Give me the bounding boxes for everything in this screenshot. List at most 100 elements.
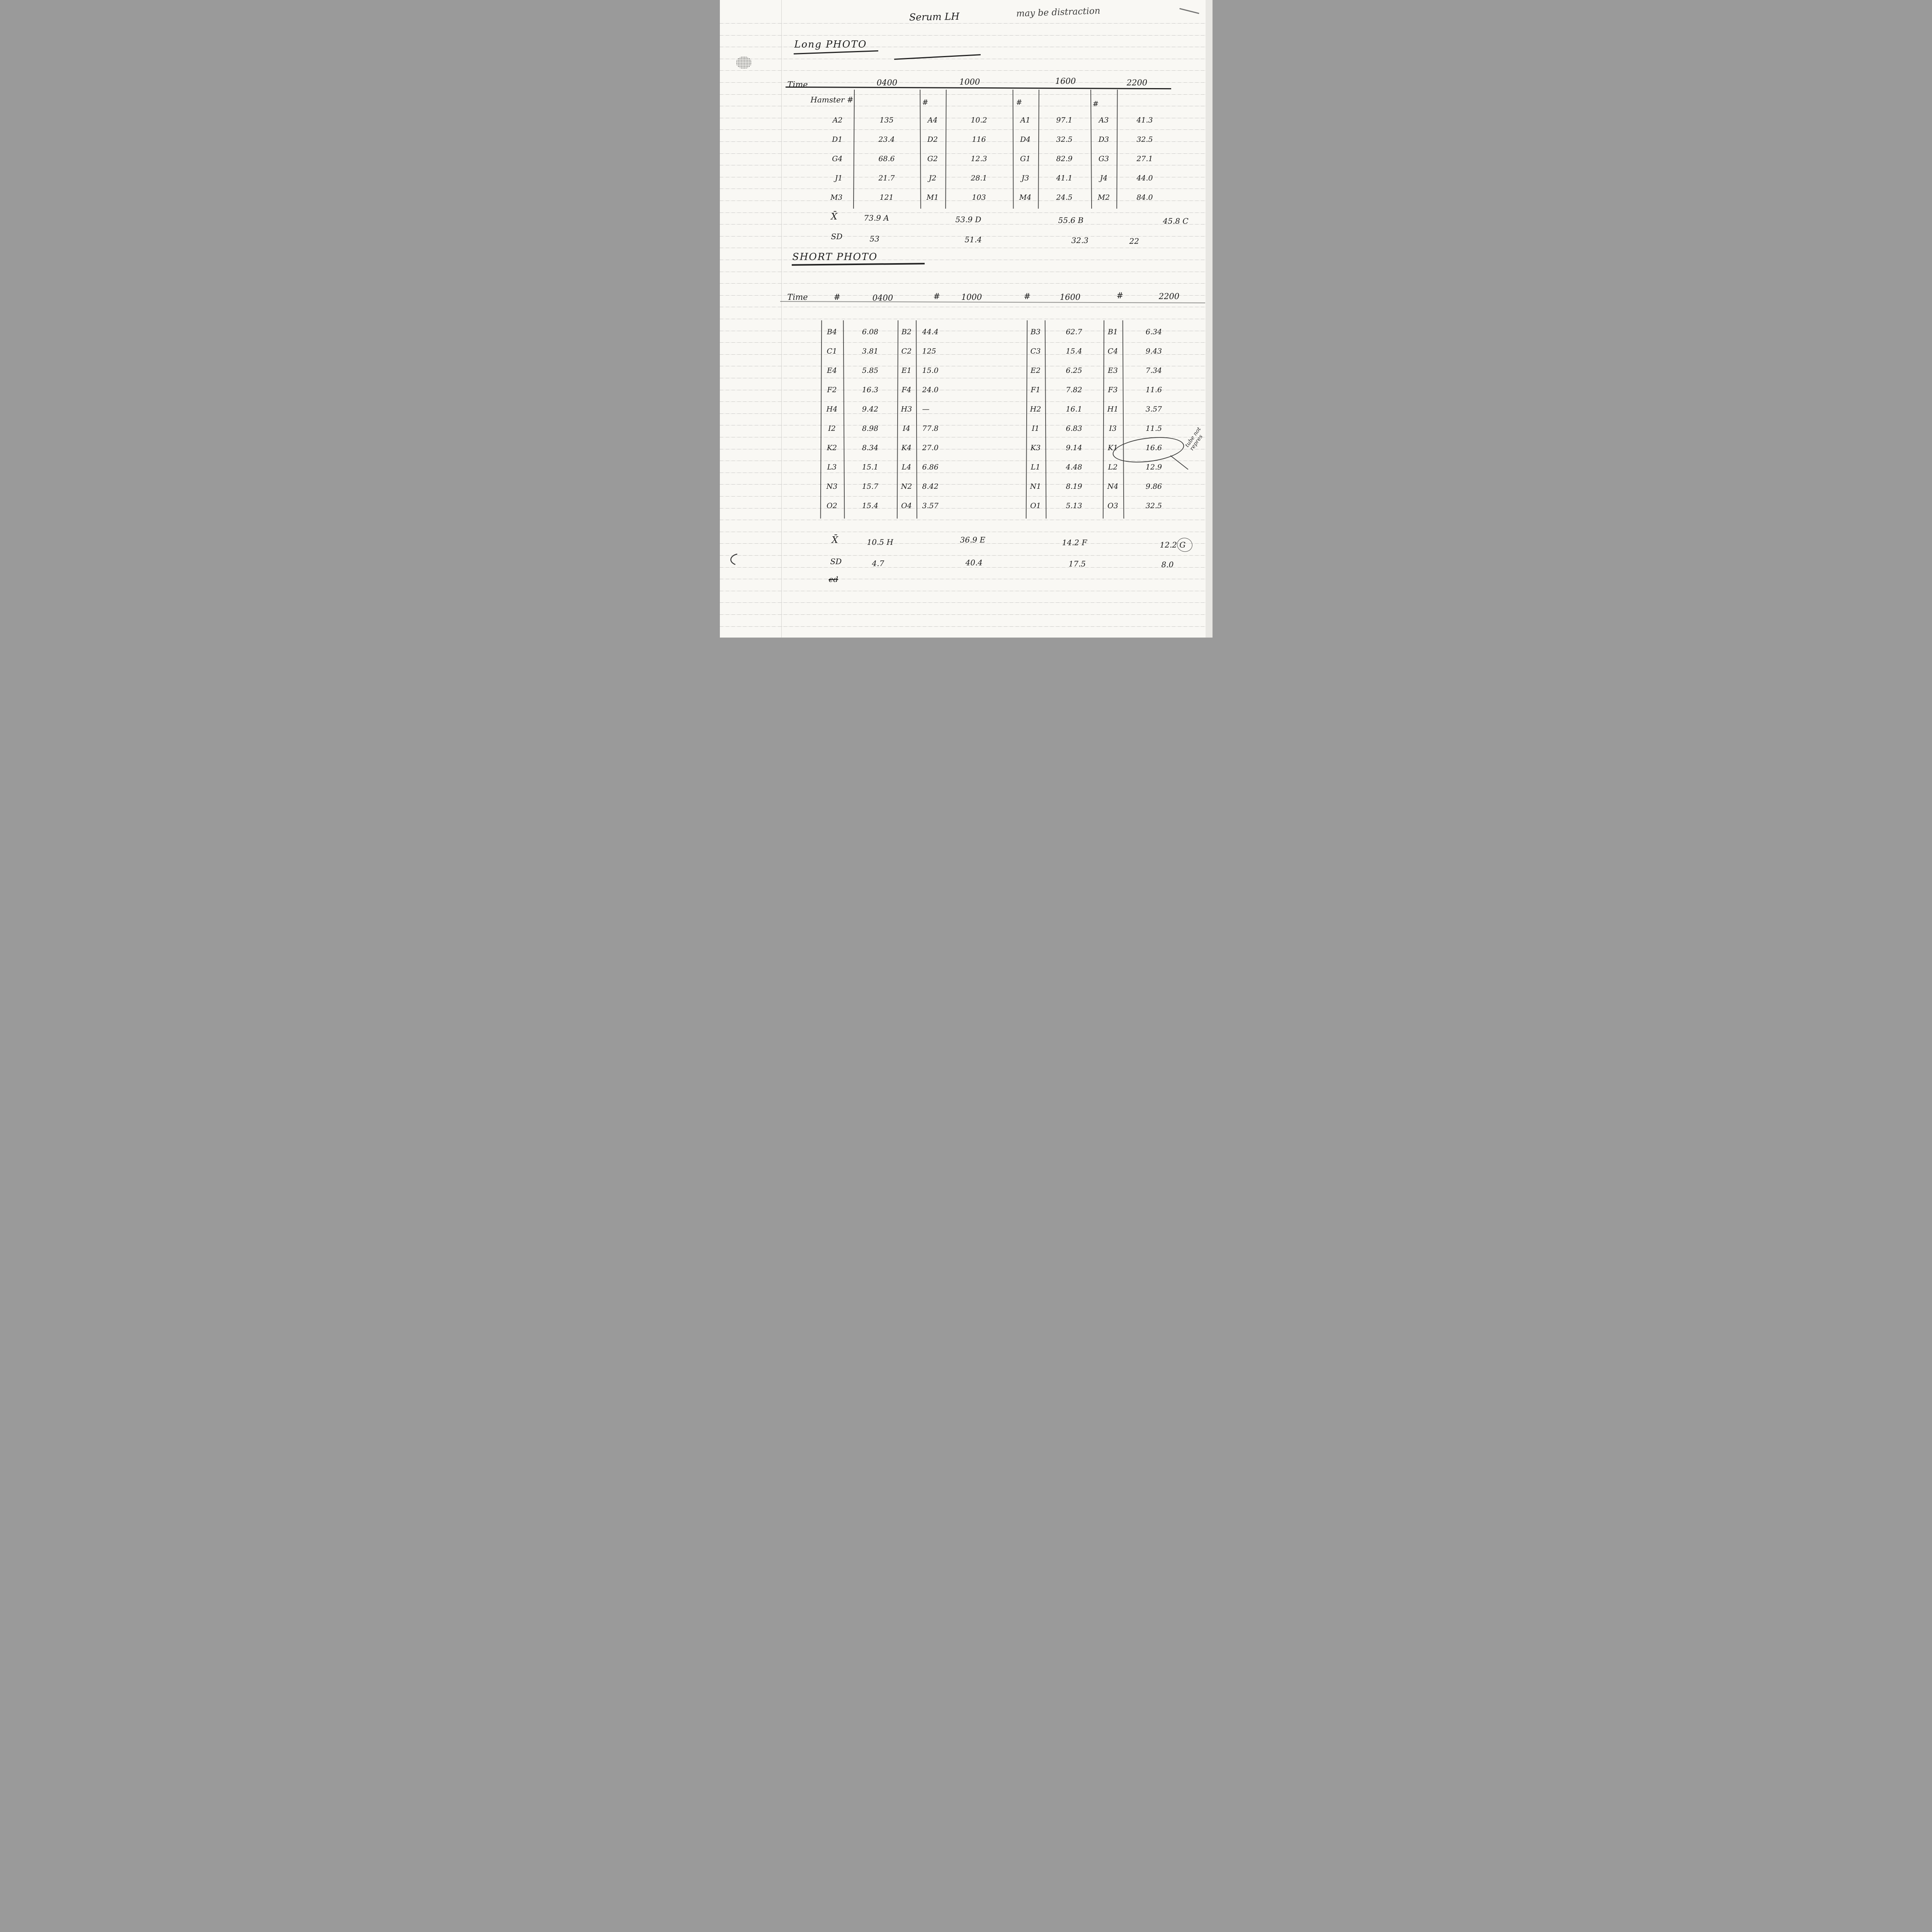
table-row: I2 8.98 I4 77.8 I1 6.83 I3 11.5 [821, 419, 1185, 438]
short-time-label: Time [787, 293, 808, 302]
time-column-header: 1000 [961, 293, 982, 302]
sd-label: SD [830, 557, 842, 566]
animal-id: A4 [927, 116, 938, 124]
animal-id: H3 [901, 405, 912, 413]
value-cell: 84.0 [1136, 193, 1153, 202]
animal-id: L1 [1031, 463, 1041, 471]
circled-group-letter-mark [1175, 536, 1194, 553]
value-cell: 24.0 [922, 386, 939, 394]
animal-id: F2 [827, 386, 837, 394]
animal-id: O1 [1030, 502, 1041, 510]
animal-id: A3 [1099, 116, 1109, 124]
table-header-line [785, 86, 1171, 90]
ruled-line [719, 23, 1213, 24]
value-cell: 15.4 [862, 502, 879, 510]
animal-id: C4 [1107, 347, 1118, 355]
hole-punch-mark [736, 56, 752, 69]
animal-id: D3 [1098, 135, 1109, 144]
sd-value: 22 [1129, 236, 1139, 246]
animal-id: K1 [1107, 444, 1118, 452]
animal-id: H2 [1030, 405, 1041, 413]
animal-id: G3 [1098, 155, 1109, 163]
value-cell: 7.82 [1066, 386, 1082, 394]
ruled-line [719, 295, 1213, 296]
value-cell: 68.6 [878, 155, 895, 163]
value-cell: 15.7 [862, 482, 879, 491]
footer-scribble: ed [828, 575, 838, 584]
animal-id: K4 [901, 444, 912, 452]
value-cell: 121 [879, 193, 894, 202]
mean-value: 53.9 D [955, 215, 981, 224]
animal-id: D2 [927, 135, 938, 144]
animal-id: E2 [1031, 366, 1041, 375]
value-cell: 6.08 [862, 328, 879, 336]
margin-line [781, 0, 782, 638]
value-cell: 62.7 [1066, 328, 1082, 336]
top-margin-note: may be distraction [1016, 6, 1100, 19]
pencil-slash-mark [1179, 8, 1199, 14]
animal-id: K3 [1030, 444, 1041, 452]
sd-value: 17.5 [1068, 559, 1086, 568]
mean-value: 36.9 E [960, 535, 986, 544]
value-cell: 8.34 [862, 444, 879, 452]
value-cell: 44.4 [922, 328, 939, 336]
value-cell: 7.34 [1145, 366, 1162, 375]
value-cell: 10.2 [971, 116, 987, 124]
sd-value: 8.0 [1161, 560, 1174, 569]
value-cell: 3.57 [922, 502, 939, 510]
table-row: O2 15.4 O4 3.57 O1 5.13 O3 32.5 [821, 496, 1185, 515]
mean-label: X̄ [832, 535, 838, 545]
animal-id: O4 [901, 502, 912, 510]
table-row: B4 6.08 B2 44.4 B3 62.7 B1 6.34 [821, 322, 1185, 342]
animal-id: B2 [901, 328, 912, 336]
sd-value: 4.7 [872, 559, 884, 568]
short-photo-table: B4 6.08 B2 44.4 B3 62.7 B1 6.34 C1 3.81 … [821, 322, 1185, 515]
value-cell: 9.43 [1145, 347, 1162, 355]
mean-value: 45.8 C [1163, 216, 1189, 226]
value-cell: 28.1 [971, 174, 987, 182]
animal-id: L3 [827, 463, 837, 471]
value-cell: 97.1 [1056, 116, 1073, 124]
animal-id: N4 [1107, 482, 1119, 491]
table-row: A2 135 A4 10.2 A1 97.1 A3 41.3 [786, 111, 1173, 130]
table-row: C1 3.81 C2 125 C3 15.4 C4 9.43 [821, 342, 1185, 361]
value-cell: 4.48 [1066, 463, 1082, 471]
ruled-line [719, 35, 1213, 36]
value-cell: 9.42 [862, 405, 879, 413]
long-photo-title: Long PHOTO [794, 39, 867, 50]
value-cell: 9.14 [1066, 444, 1082, 452]
ruled-line [719, 70, 1213, 71]
ruled-line [719, 614, 1213, 615]
animal-id: N2 [901, 482, 912, 491]
animal-id: B1 [1107, 328, 1118, 336]
animal-id: L4 [901, 463, 912, 471]
animal-id: D4 [1020, 135, 1031, 144]
animal-id: C2 [901, 347, 912, 355]
pencil-c-mark [730, 553, 737, 565]
table-row: N3 15.7 N2 8.42 N1 8.19 N4 9.86 [821, 477, 1185, 496]
animal-id: M3 [830, 193, 843, 202]
value-cell: 32.5 [1136, 135, 1153, 144]
animal-id: M1 [926, 193, 939, 202]
sd-value: 32.3 [1071, 236, 1089, 245]
sd-value: 53 [869, 234, 879, 243]
animal-id: I1 [1032, 424, 1039, 433]
ruled-line [719, 555, 1213, 556]
value-cell: 5.13 [1066, 502, 1082, 510]
ruled-line [719, 94, 1213, 95]
id-column-hash: # [833, 293, 841, 302]
value-cell: 82.9 [1056, 155, 1073, 163]
sd-value: 40.4 [965, 558, 983, 567]
animal-id: G4 [832, 155, 843, 163]
animal-id: F1 [1031, 386, 1041, 394]
table-row: L3 15.1 L4 6.86 L1 4.48 L2 12.9 [821, 457, 1185, 477]
ruled-line [719, 484, 1213, 485]
animal-id: E1 [901, 366, 912, 375]
value-cell: 16.6 [1145, 444, 1162, 452]
value-cell: 11.5 [1145, 424, 1162, 433]
time-column-header: 2200 [1158, 292, 1180, 301]
ruled-line [719, 543, 1213, 544]
animal-id: H4 [826, 405, 838, 413]
animal-id: O3 [1107, 502, 1118, 510]
ruled-line [719, 496, 1213, 497]
